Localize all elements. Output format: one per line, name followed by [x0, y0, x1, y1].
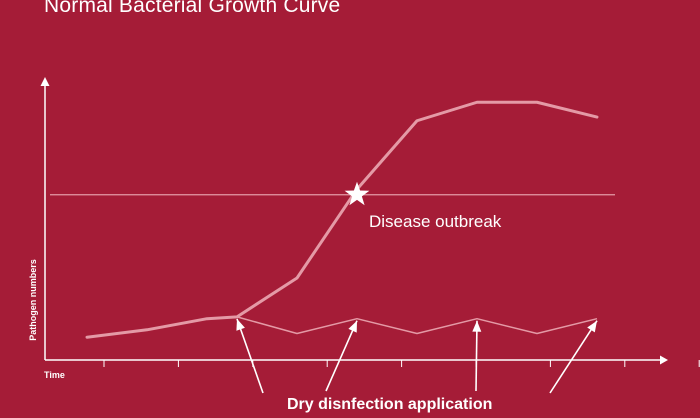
disinfection-arrows — [236, 318, 598, 394]
disinfection-zigzag-line — [236, 316, 598, 335]
arrowhead-icon — [587, 320, 597, 333]
outbreak-star-icon — [344, 181, 370, 206]
disinfection-arrow — [325, 320, 358, 392]
arrowhead-icon — [348, 320, 357, 333]
x-axis-ticks — [103, 360, 700, 367]
disinfection-arrow — [475, 320, 478, 392]
disinfection-arrow — [236, 318, 264, 394]
x-axis-label: Time — [44, 370, 65, 380]
x-axis-arrowhead — [660, 355, 668, 365]
growth-curve-line — [85, 100, 599, 339]
outbreak-label: Disease outbreak — [369, 212, 502, 231]
arrowhead-icon — [472, 320, 482, 332]
arrowhead-icon — [236, 318, 245, 331]
chart-title: Normal Bacterial Growth Curve — [44, 0, 341, 17]
disinfection-arrow — [549, 320, 598, 394]
y-axis-arrowhead — [40, 77, 50, 86]
disinfection-label: Dry disnfection application — [287, 396, 493, 413]
